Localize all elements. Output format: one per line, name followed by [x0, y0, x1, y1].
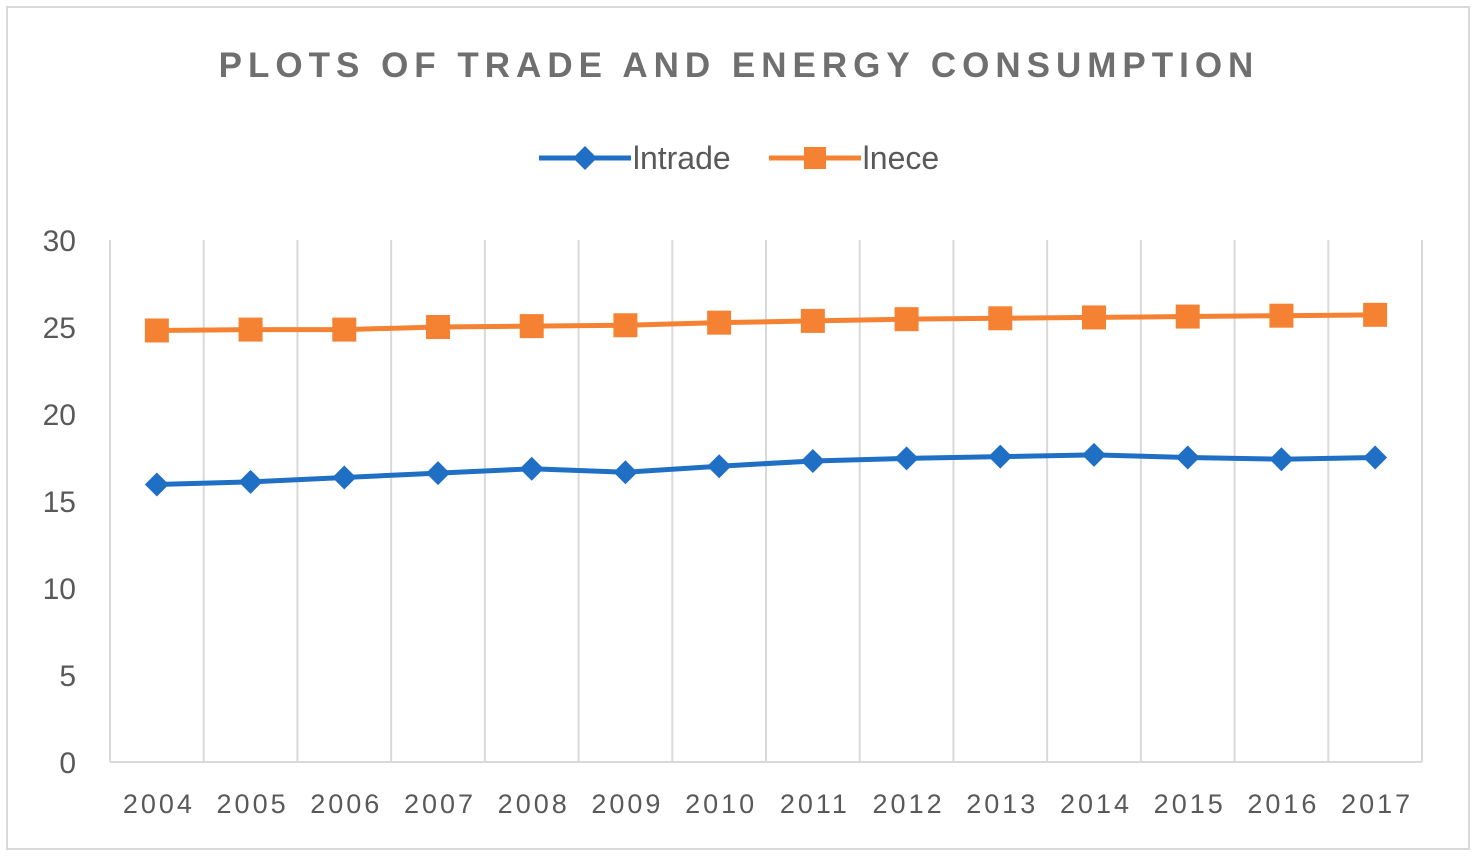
legend-label-lnece: lnece — [862, 139, 940, 176]
x-tick-label: 2005 — [217, 789, 289, 819]
x-tick-label: 2017 — [1341, 789, 1413, 819]
chart-title: PLOTS OF TRADE AND ENERGY CONSUMPTION — [218, 46, 1260, 85]
data-point-lnece — [894, 307, 919, 332]
x-tick-label: 2010 — [685, 789, 757, 819]
x-tick-label: 2016 — [1247, 789, 1319, 819]
data-point-lnece — [800, 308, 825, 333]
data-point-lntrade — [144, 472, 169, 497]
series-line-lntrade — [156, 452, 1376, 487]
legend-item-lntrade: lntrade — [538, 139, 731, 177]
series-line-lnece — [156, 312, 1376, 333]
chart-frame — [6, 6, 1470, 850]
data-point-lnece — [988, 306, 1013, 331]
data-point-lntrade — [519, 456, 544, 481]
y-tick-label: 10 — [43, 573, 76, 606]
y-tick-label: 25 — [43, 312, 76, 345]
data-point-lnece — [426, 315, 450, 339]
data-point-lnece — [1082, 305, 1106, 330]
y-tick-label: 30 — [43, 225, 76, 258]
y-tick-label: 5 — [59, 660, 76, 693]
data-point-lnece — [1175, 304, 1200, 329]
data-point-lnece — [519, 314, 544, 339]
y-tick-label: 15 — [43, 486, 76, 519]
x-tick-label: 2015 — [1154, 789, 1226, 819]
data-point-lntrade — [894, 446, 919, 471]
x-tick-label: 2004 — [123, 789, 195, 819]
y-tick-label: 0 — [59, 747, 76, 780]
x-tick-label: 2011 — [780, 789, 850, 819]
x-tick-label: 2006 — [310, 789, 382, 819]
legend-swatch-lntrade — [538, 146, 631, 170]
x-tick-label: 2014 — [1060, 789, 1132, 819]
x-tick-label: 2007 — [404, 789, 476, 819]
data-point-lntrade — [707, 454, 732, 479]
data-point-lntrade — [1363, 445, 1388, 470]
legend-swatch-lnece — [768, 147, 861, 169]
data-point-lntrade — [613, 460, 638, 485]
data-point-lnece — [707, 310, 732, 335]
x-tick-label: 2012 — [873, 789, 945, 819]
y-tick-label: 20 — [43, 399, 76, 432]
data-point-lntrade — [426, 461, 450, 486]
x-tick-label: 2013 — [966, 789, 1038, 819]
data-point-lnece — [332, 317, 357, 342]
data-point-lnece — [144, 318, 169, 343]
x-tick-label: 2008 — [498, 789, 570, 819]
data-point-lnece — [1363, 302, 1388, 327]
legend-label-lntrade: lntrade — [632, 139, 731, 176]
legend-item-lnece: lnece — [768, 139, 940, 177]
data-point-lnece — [1269, 303, 1294, 328]
data-point-lnece — [613, 313, 638, 338]
x-tick-label: 2009 — [591, 789, 663, 819]
data-point-lntrade — [800, 448, 825, 473]
data-point-lntrade — [1175, 445, 1200, 470]
data-point-lntrade — [988, 444, 1013, 469]
data-point-lntrade — [1082, 442, 1106, 467]
legend: lntrade lnece — [0, 136, 1478, 180]
data-point-lnece — [238, 317, 263, 342]
data-point-lntrade — [238, 469, 263, 494]
data-point-lntrade — [1269, 447, 1294, 472]
data-point-lntrade — [332, 465, 357, 490]
